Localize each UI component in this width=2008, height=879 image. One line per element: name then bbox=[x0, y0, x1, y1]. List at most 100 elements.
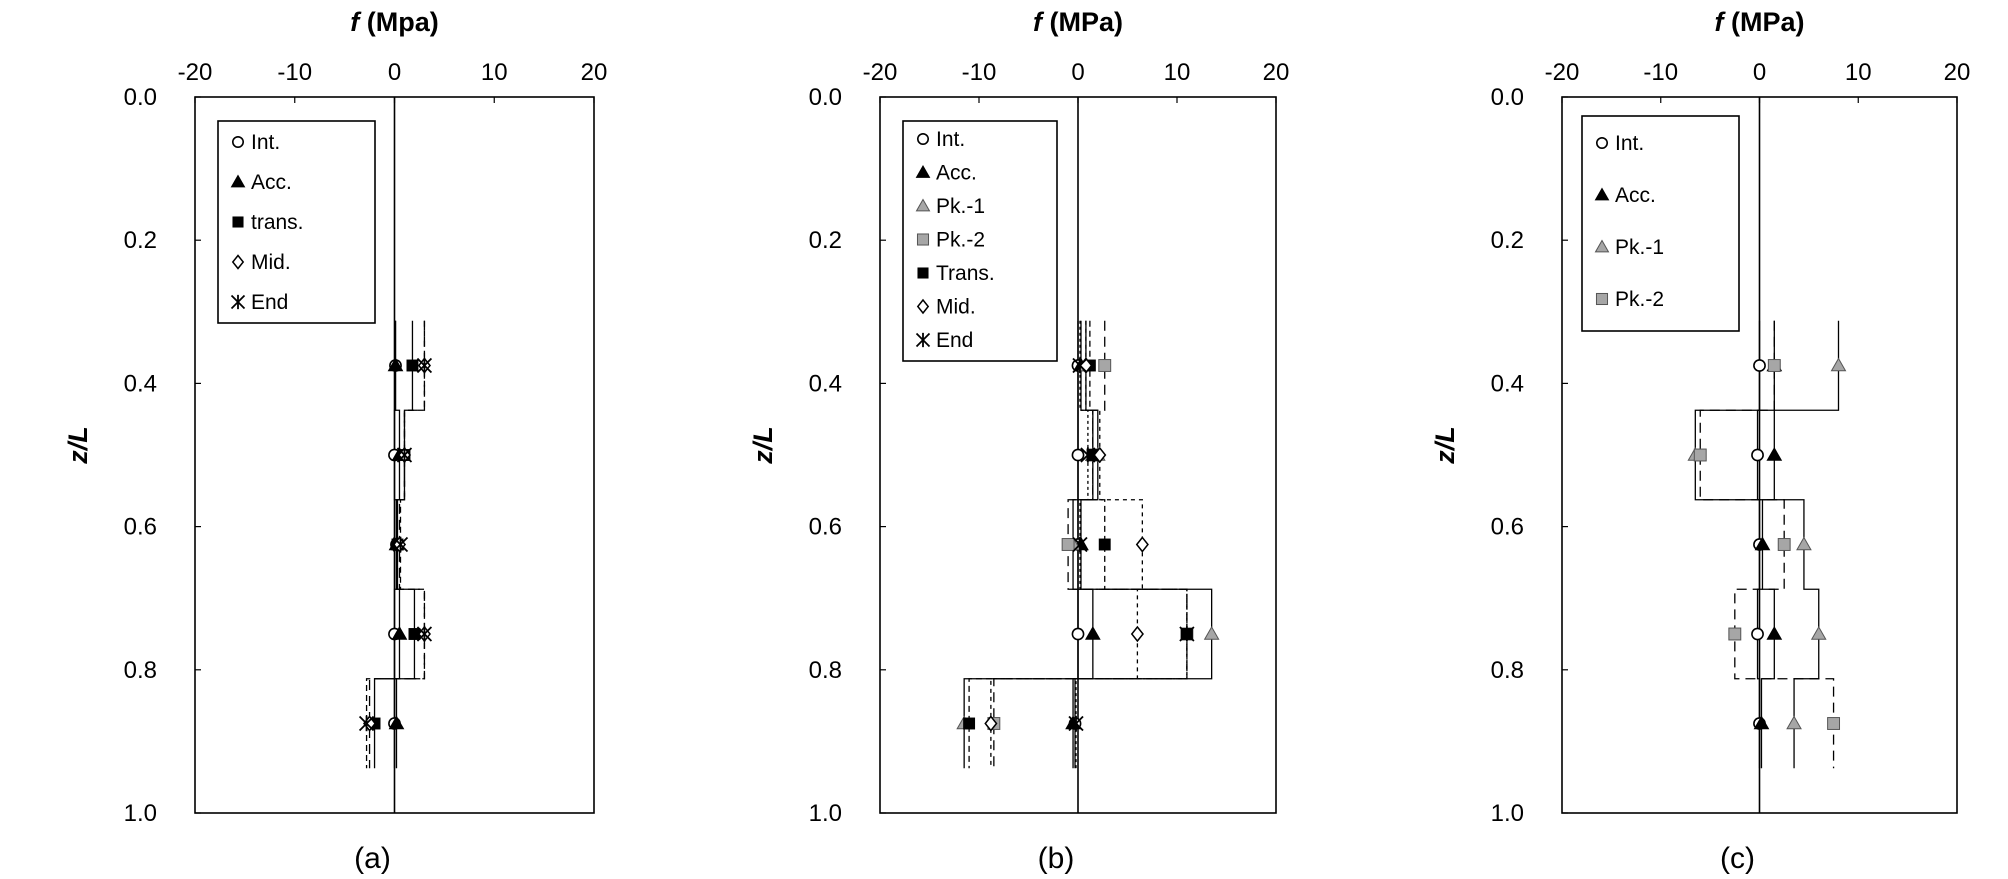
x-tick-label: -20 bbox=[863, 59, 898, 86]
series-profile-line bbox=[993, 320, 1188, 769]
legend-entry-label: Int. bbox=[1615, 132, 1644, 155]
legend-entry-label: Int. bbox=[251, 131, 280, 154]
legend-marker bbox=[1594, 239, 1610, 253]
x-axis-unit: (MPa) bbox=[1724, 7, 1805, 37]
x-tick-label: -10 bbox=[1643, 59, 1678, 86]
y-tick-label: 0.4 bbox=[1491, 370, 1524, 397]
y-axis-title: z/L bbox=[748, 426, 778, 465]
series-profile-line bbox=[365, 320, 426, 769]
x-tick-label: 20 bbox=[581, 59, 608, 86]
data-point bbox=[1061, 538, 1075, 551]
data-point bbox=[1080, 447, 1096, 463]
legend-entry-label: Acc. bbox=[251, 171, 292, 194]
y-tick-label: 0.0 bbox=[124, 84, 157, 111]
data-point bbox=[391, 625, 408, 640]
y-tick-label: 0.8 bbox=[1491, 657, 1524, 684]
data-point bbox=[406, 359, 419, 372]
data-point bbox=[358, 715, 375, 732]
y-tick-label: 0.6 bbox=[124, 514, 157, 541]
legend-marker bbox=[915, 198, 931, 212]
data-point bbox=[1093, 446, 1107, 464]
y-tick-label: 0.2 bbox=[124, 227, 157, 254]
data-point bbox=[1751, 627, 1764, 641]
legend-entry-label: Pk.-1 bbox=[1615, 236, 1664, 259]
data-point bbox=[1071, 627, 1085, 641]
y-tick-label: 0.0 bbox=[1491, 84, 1524, 111]
x-tick-label: -20 bbox=[178, 59, 213, 86]
x-tick-label: -10 bbox=[962, 59, 997, 86]
data-point bbox=[388, 715, 405, 730]
legend-marker bbox=[917, 267, 929, 279]
legend-entry-label: Pk.-1 bbox=[936, 195, 985, 218]
data-point bbox=[1751, 448, 1764, 462]
y-axis-title: z/L bbox=[1430, 426, 1460, 465]
chart-panel: -20 -10 0 10 20 0.0 0.2 0.4 0.6 0.8 1.0 f (Mpa) z/L I… bbox=[63, 7, 607, 875]
data-point bbox=[1830, 357, 1847, 372]
data-point bbox=[1098, 359, 1112, 372]
legend-marker bbox=[1596, 137, 1609, 150]
x-axis-unit: (Mpa) bbox=[359, 7, 438, 37]
data-point bbox=[408, 628, 421, 640]
data-point bbox=[1130, 625, 1144, 643]
x-tick-label: 0 bbox=[1071, 59, 1084, 86]
data-point bbox=[1796, 536, 1812, 551]
legend-entry-label: Pk.-2 bbox=[936, 229, 985, 252]
y-tick-label: 0.8 bbox=[809, 657, 842, 684]
panel-label: (b) bbox=[1038, 842, 1075, 875]
y-tick-label: 1.0 bbox=[124, 800, 157, 827]
data-point bbox=[1098, 538, 1111, 551]
legend-entry-label: Mid. bbox=[936, 296, 976, 319]
y-tick-label: 0.4 bbox=[809, 370, 842, 397]
panel-label: (c) bbox=[1720, 842, 1755, 875]
x-tick-label: 10 bbox=[481, 59, 508, 86]
legend-entry-label: End bbox=[251, 291, 288, 314]
legend-marker bbox=[1594, 187, 1610, 201]
series-profile-line bbox=[1075, 320, 1188, 769]
legend-marker bbox=[915, 332, 931, 348]
series-profile-line bbox=[963, 320, 1213, 769]
legend-box bbox=[1581, 115, 1740, 332]
y-tick-label: 0.4 bbox=[124, 370, 157, 397]
panel-label: (a) bbox=[354, 842, 391, 875]
y-tick-label: 0.6 bbox=[809, 514, 842, 541]
x-axis-unit: (MPa) bbox=[1042, 7, 1123, 37]
y-axis-title: z/L bbox=[63, 426, 93, 465]
legend: Int. Acc. trans. Mid. End bbox=[217, 120, 376, 324]
x-tick-label: 10 bbox=[1845, 59, 1872, 86]
x-tick-label: 20 bbox=[1944, 59, 1971, 86]
y-tick-label: 0.8 bbox=[124, 657, 157, 684]
data-point bbox=[1786, 715, 1802, 730]
data-point bbox=[1179, 626, 1195, 642]
data-point bbox=[1753, 715, 1770, 730]
data-point bbox=[416, 357, 433, 374]
data-point bbox=[1728, 627, 1742, 641]
legend-entry-label: Int. bbox=[936, 128, 965, 151]
data-point bbox=[1754, 536, 1771, 551]
data-point bbox=[1068, 715, 1084, 732]
legend-marker bbox=[230, 294, 246, 310]
data-point bbox=[1766, 625, 1783, 640]
legend-entry-label: Acc. bbox=[1615, 184, 1656, 207]
x-tick-label: 10 bbox=[1164, 59, 1191, 86]
data-point bbox=[1203, 625, 1220, 640]
data-point bbox=[963, 717, 976, 730]
data-point bbox=[392, 536, 409, 553]
legend-entry-label: Pk.-2 bbox=[1615, 288, 1664, 311]
legend-marker bbox=[916, 233, 930, 246]
data-point bbox=[1693, 448, 1707, 462]
x-tick-label: 20 bbox=[1263, 59, 1290, 86]
legend-marker bbox=[916, 133, 929, 146]
legend-entry-label: Acc. bbox=[936, 162, 977, 185]
data-point bbox=[1777, 538, 1791, 551]
x-tick-label: 0 bbox=[1753, 59, 1766, 86]
data-point bbox=[396, 447, 413, 463]
data-point bbox=[1827, 717, 1841, 730]
data-point bbox=[1135, 536, 1149, 553]
data-point bbox=[984, 715, 998, 732]
y-tick-label: 1.0 bbox=[1491, 800, 1524, 827]
legend-marker bbox=[916, 298, 930, 315]
chart-panel: -20 -10 0 10 20 0.0 0.2 0.4 0.6 0.8 1.0 f (MPa) z/L I… bbox=[748, 7, 1289, 875]
legend-marker bbox=[1595, 292, 1609, 306]
x-tick-label: -20 bbox=[1545, 59, 1580, 86]
